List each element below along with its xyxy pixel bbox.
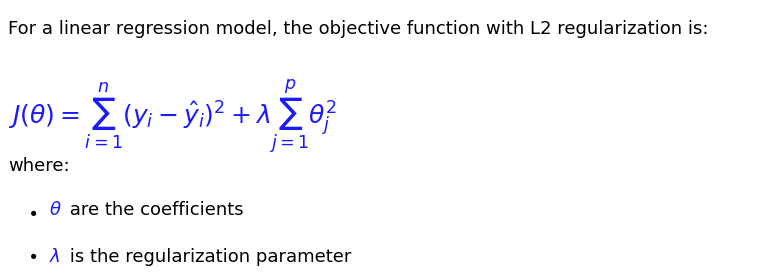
Text: $\bullet$: $\bullet$ (27, 246, 37, 264)
Text: For a linear regression model, the objective function with L2 regularization is:: For a linear regression model, the objec… (8, 20, 708, 38)
Text: $\theta$: $\theta$ (49, 202, 62, 219)
Text: $J(\theta) = \sum_{i=1}^{n}(y_i - \hat{y}_i)^2 + \lambda\sum_{j=1}^{p} \theta_j^: $J(\theta) = \sum_{i=1}^{n}(y_i - \hat{y… (8, 78, 337, 155)
Text: are the coefficients: are the coefficients (64, 202, 243, 219)
Text: $\bullet$: $\bullet$ (27, 203, 37, 221)
Text: where:: where: (8, 156, 70, 175)
Text: is the regularization parameter: is the regularization parameter (64, 248, 351, 266)
Text: $\lambda$: $\lambda$ (49, 248, 61, 266)
